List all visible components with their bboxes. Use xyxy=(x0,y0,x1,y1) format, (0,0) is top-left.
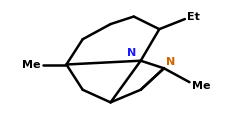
Text: N: N xyxy=(127,48,136,58)
Text: Me: Me xyxy=(22,59,41,70)
Text: Et: Et xyxy=(187,11,200,22)
Text: N: N xyxy=(166,57,176,67)
Text: Me: Me xyxy=(192,81,210,91)
